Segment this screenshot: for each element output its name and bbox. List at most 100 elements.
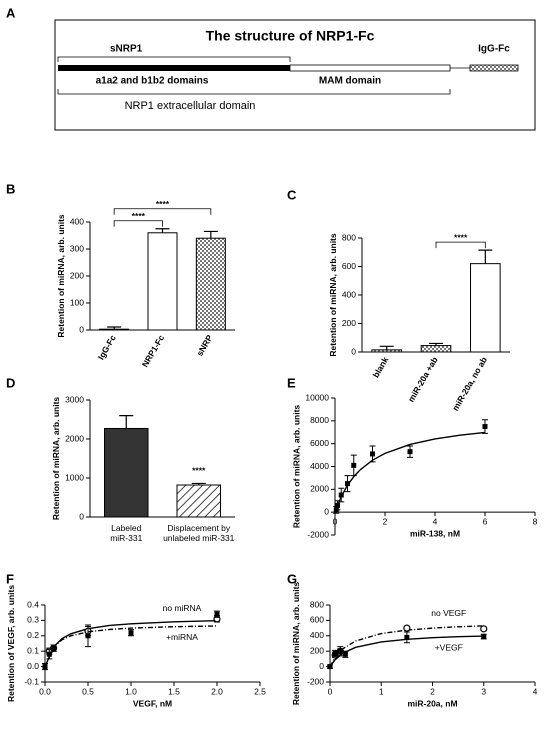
data-point (481, 634, 487, 640)
y-tick-label: 2000 (65, 433, 84, 443)
data-point (332, 651, 338, 657)
data-point (370, 451, 375, 457)
data-point (327, 664, 333, 670)
error-bar (478, 249, 493, 264)
y-tick-label: 8000 (310, 415, 329, 425)
y-tick-label: 2000 (310, 484, 329, 494)
data-point (342, 651, 348, 657)
y-axis-label: Retention of miRNA, arb. units (291, 405, 301, 529)
x-tick-label: IgG-Fc (96, 333, 118, 362)
y-tick-label: 0.1 (27, 645, 39, 655)
error-bar (119, 415, 134, 429)
y-axis-label: Retention of VEGF, arb. units (6, 585, 16, 702)
extracellular-bracket (57, 89, 451, 95)
significance-label: **** (132, 211, 146, 221)
data-point (345, 481, 350, 487)
y-tick-label: 800 (342, 232, 356, 242)
error-bar (379, 345, 394, 350)
series-label: +VEGF (435, 642, 463, 652)
x-tick-label: NRP1-Fc (140, 333, 167, 369)
data-point (85, 633, 91, 639)
x-tick-label: 0 (333, 516, 338, 526)
y-tick-label: 600 (342, 261, 356, 271)
bar (470, 263, 501, 353)
bar (104, 427, 149, 518)
y-tick-label: 6000 (310, 438, 329, 448)
domains-label: a1a2 and b1b2 domains (96, 76, 209, 87)
data-point (214, 611, 220, 617)
y-tick-label: 200 (342, 318, 356, 328)
x-tick-label: miR-20a, no ab (450, 355, 489, 412)
x-tick-label: Labeled miR-331 (110, 523, 142, 543)
panel-label: E (287, 375, 296, 390)
y-axis-label: Retention of miRNA, arb. units (51, 397, 61, 521)
y-tick-label: 300 (70, 243, 84, 253)
x-axis-label: VEGF, nM (133, 698, 172, 708)
bar (176, 484, 221, 518)
data-point (480, 625, 488, 633)
data-point (42, 664, 48, 670)
data-point (51, 645, 57, 651)
x-tick-label: 2.0 (211, 686, 223, 696)
y-axis-label: Retention of miRNA, arb. units (56, 214, 66, 338)
panel-label: F (6, 571, 14, 586)
y-tick-label: 4000 (310, 461, 329, 471)
y-tick-label: 400 (342, 289, 356, 299)
y-axis-label: Retention of miRNA, arb. units (328, 233, 338, 357)
y-tick-label: 0 (79, 324, 84, 334)
bar (147, 232, 178, 331)
bar (99, 328, 130, 331)
x-tick-label: 2.5 (254, 686, 266, 696)
y-tick-label: 0.4 (27, 599, 39, 609)
y-tick-label: 0.3 (27, 615, 39, 625)
x-tick-label: 1.5 (168, 686, 180, 696)
igg-fc-segment (469, 64, 519, 72)
fit-curve (329, 635, 484, 668)
y-tick-label: 100 (70, 297, 84, 307)
y-tick-label: 400 (70, 216, 84, 226)
x-tick-label: 0 (328, 686, 333, 696)
y-tick-label: 0.2 (27, 630, 39, 640)
error-bar (155, 228, 170, 233)
structure-diagram: A The structure of NRP1-Fc sNRP1 IgG-Fc … (6, 5, 536, 131)
x-tick-label: 0.0 (39, 686, 51, 696)
y-tick-label: -0.1 (24, 676, 39, 686)
x-tick-label: 4 (433, 516, 438, 526)
error-bar (107, 326, 122, 330)
bar (195, 237, 226, 331)
series-label: no VEGF (431, 608, 466, 618)
x-tick-label: 6 (483, 516, 488, 526)
significance-bracket (113, 220, 163, 227)
y-tick-label: 0 (79, 511, 84, 521)
x-tick-label: Displacement by unlabeled miR-331 (163, 523, 235, 543)
data-point (407, 449, 413, 455)
y-tick-label: 200 (310, 645, 324, 655)
y-tick-label: -2000 (307, 529, 329, 539)
panel-label: A (6, 5, 16, 20)
data-point (128, 630, 134, 636)
fit-curve (334, 431, 486, 513)
x-axis-label: miR-138, nM (410, 528, 460, 538)
x-tick-label: 4 (533, 686, 538, 696)
significance-label: **** (192, 466, 206, 476)
bar (420, 345, 452, 353)
y-tick-label: 800 (310, 599, 324, 609)
x-tick-label: 2 (383, 516, 388, 526)
y-tick-label: 0 (319, 661, 324, 671)
data-point (482, 424, 488, 430)
y-tick-label: 3000 (65, 394, 84, 404)
error-bar (191, 482, 206, 486)
significance-bracket (435, 241, 486, 249)
panel-label: D (6, 375, 15, 390)
fit-curve (44, 625, 218, 667)
data-point (351, 462, 357, 468)
data-point (337, 648, 343, 654)
mam-segment (289, 64, 451, 72)
x-tick-label: miR-20a +ab (406, 355, 440, 404)
x-tick-label: 2 (430, 686, 435, 696)
data-point (338, 492, 344, 498)
diagram-frame (54, 19, 536, 131)
y-tick-label: 200 (70, 270, 84, 280)
significance-bracket (113, 208, 212, 215)
error-bar (429, 342, 443, 346)
